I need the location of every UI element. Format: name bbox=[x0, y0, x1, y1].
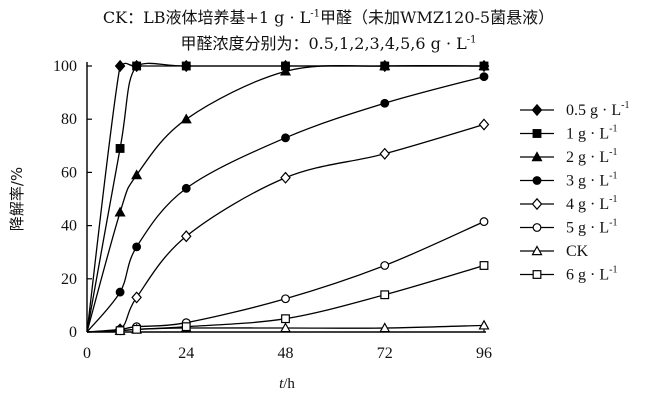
legend-marker bbox=[532, 129, 542, 138]
data-point bbox=[180, 113, 192, 124]
x-tick-label: 24 bbox=[178, 345, 194, 362]
y-axis-label: 降解率/% bbox=[8, 167, 26, 231]
data-point bbox=[115, 287, 125, 297]
title-line-1-superscript: -1 bbox=[310, 8, 321, 20]
data-point bbox=[181, 322, 191, 332]
legend-label: 0.5 g · L-1 bbox=[566, 100, 629, 119]
x-axis-label-variable: t bbox=[279, 376, 284, 392]
x-tick-label: 0 bbox=[83, 345, 91, 362]
x-tick-label: 96 bbox=[476, 345, 492, 362]
data-point bbox=[379, 60, 391, 71]
legend-marker bbox=[532, 270, 542, 279]
legend-label: CK bbox=[566, 243, 589, 260]
legend-marker bbox=[532, 176, 542, 185]
legend-marker bbox=[531, 245, 543, 256]
data-point bbox=[115, 326, 125, 336]
legend-marker bbox=[531, 151, 543, 162]
x-tick-label: 72 bbox=[377, 345, 393, 362]
legend-marker bbox=[532, 223, 542, 232]
data-point bbox=[280, 171, 291, 184]
series-markers-group bbox=[114, 59, 490, 336]
data-point bbox=[131, 291, 142, 304]
data-point bbox=[132, 324, 142, 334]
series-line bbox=[86, 64, 485, 333]
data-point bbox=[479, 72, 489, 82]
legend-label: 1 g · L-1 bbox=[566, 124, 617, 143]
data-point bbox=[114, 59, 126, 73]
legend-label: 2 g · L-1 bbox=[566, 147, 617, 166]
series-line bbox=[86, 76, 485, 333]
legend-label: 6 g · L-1 bbox=[566, 265, 617, 284]
title-line-2-text: 甲醛浓度分别为：0.5,1,2,3,4,5,6 g · L bbox=[180, 34, 467, 53]
y-tick-label: 40 bbox=[61, 218, 77, 235]
y-tick-label: 20 bbox=[61, 271, 77, 288]
data-point bbox=[380, 261, 390, 270]
legend-marker bbox=[531, 103, 543, 117]
data-point bbox=[479, 217, 489, 227]
data-point bbox=[180, 230, 192, 243]
data-point bbox=[379, 322, 391, 333]
series-line bbox=[86, 62, 484, 333]
data-point bbox=[478, 118, 490, 131]
x-axis-label-unit: /h bbox=[283, 376, 295, 392]
legend-marker bbox=[531, 197, 543, 211]
series-curves-group bbox=[86, 62, 485, 333]
legend-label: 3 g · L-1 bbox=[566, 171, 617, 190]
data-point bbox=[115, 144, 125, 153]
data-point bbox=[478, 319, 490, 330]
data-point bbox=[279, 65, 292, 76]
y-tick-label: 0 bbox=[69, 324, 77, 341]
x-tick-label: 48 bbox=[278, 345, 294, 362]
data-point bbox=[380, 290, 390, 300]
data-point bbox=[380, 98, 390, 108]
y-tick-label: 60 bbox=[61, 164, 77, 181]
legend-label: 4 g · L-1 bbox=[566, 194, 617, 213]
title-line-1-prefix: CK：LB液体培养基+1 g · L bbox=[102, 8, 311, 27]
data-point bbox=[131, 169, 143, 180]
legend-group: 0.5 g · L-1 1 g · L-1 2 g · L-1 3 g · L-1 4 … bbox=[520, 100, 629, 284]
legend-label: 5 g · L-1 bbox=[566, 218, 617, 237]
title-line-1-suffix: 甲醛（未加WMZ120-5菌悬液） bbox=[320, 8, 555, 27]
chart-title-line-2: 甲醛浓度分别为：0.5,1,2,3,4,5,6 g · L-1 bbox=[0, 30, 657, 54]
data-point bbox=[132, 61, 142, 71]
y-tick-label: 100 bbox=[53, 58, 77, 75]
data-point bbox=[281, 294, 290, 304]
data-point bbox=[281, 133, 290, 143]
x-axis-label: t/h bbox=[279, 376, 295, 392]
data-point bbox=[478, 60, 490, 71]
y-tick-label: 80 bbox=[61, 111, 77, 128]
data-point bbox=[379, 147, 391, 160]
data-point bbox=[181, 61, 191, 71]
data-point bbox=[479, 261, 489, 270]
data-point bbox=[279, 322, 292, 333]
series-line bbox=[86, 62, 484, 333]
chart-title-line-1: CK：LB液体培养基+1 g · L-1甲醛（未加WMZ120-5菌悬液） bbox=[0, 4, 657, 28]
data-point bbox=[114, 206, 126, 217]
data-point bbox=[181, 183, 191, 193]
data-point bbox=[132, 242, 142, 252]
data-point bbox=[281, 314, 290, 324]
title-line-2-superscript: -1 bbox=[466, 34, 477, 46]
